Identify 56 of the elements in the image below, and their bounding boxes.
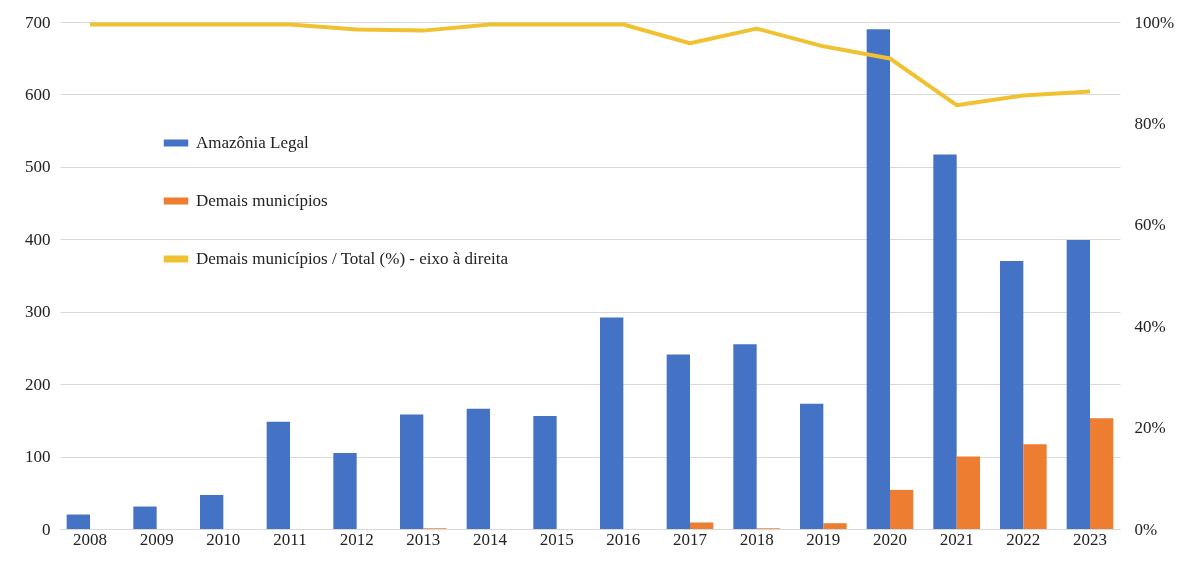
x-tick-label: 2014 [473, 529, 508, 549]
bar [533, 416, 557, 529]
y2-tick-label: 100% [1134, 12, 1175, 32]
x-tick-label: 2020 [873, 529, 907, 549]
bar [800, 403, 824, 529]
x-tick-label: 2012 [339, 529, 374, 549]
line-series [88, 22, 1092, 108]
x-tick-label: 2013 [406, 529, 441, 549]
bar [1066, 240, 1090, 529]
x-tick-label: 2021 [939, 529, 974, 549]
bar [1023, 444, 1047, 529]
legend-label: Demais municípios [196, 191, 328, 210]
bar [866, 29, 890, 529]
y-tick-label: 400 [25, 229, 51, 249]
x-tick-label: 2008 [73, 529, 107, 549]
x-tick-label: 2022 [1006, 529, 1041, 549]
x-tick-label: 2016 [606, 529, 641, 549]
x-tick-label: 2015 [539, 529, 574, 549]
bar [933, 154, 957, 529]
bar [823, 523, 847, 529]
y2-tick-label: 20% [1134, 418, 1166, 438]
bar [690, 522, 714, 529]
bar [133, 506, 157, 529]
y-tick-label: 100 [25, 447, 51, 467]
y-tick-label: 0 [42, 519, 51, 539]
legend-label: Amazônia Legal [196, 133, 310, 152]
bar [733, 344, 757, 529]
y-tick-label: 300 [25, 302, 51, 322]
bar [400, 414, 424, 529]
x-tick-label: 2023 [1073, 529, 1107, 549]
y2-tick-label: 40% [1134, 316, 1166, 336]
bar [466, 408, 490, 529]
bar [66, 514, 90, 529]
y-tick-label: 500 [25, 157, 51, 177]
legend-label: Demais municípios / Total (%) - eixo à direita [196, 249, 509, 268]
bar [956, 456, 980, 529]
bar [666, 354, 690, 529]
bar [266, 421, 290, 529]
y2-tick-label: 0% [1134, 519, 1158, 539]
x-tick-label: 2018 [739, 529, 774, 549]
y2-tick-label: 80% [1134, 113, 1166, 133]
y-tick-label: 700 [25, 12, 51, 32]
bar [600, 317, 624, 529]
bar [1000, 261, 1024, 529]
y-tick-label: 200 [25, 374, 51, 394]
x-tick-label: 2009 [139, 529, 174, 549]
x-tick-label: 2011 [273, 529, 307, 549]
bar [1090, 418, 1114, 529]
bar [890, 489, 914, 529]
bar [200, 494, 224, 529]
x-tick-label: 2019 [806, 529, 841, 549]
bar [333, 452, 357, 529]
y2-tick-label: 60% [1134, 215, 1166, 235]
y-tick-label: 600 [25, 84, 51, 104]
x-tick-label: 2017 [673, 529, 708, 549]
x-tick-label: 2010 [206, 529, 241, 549]
